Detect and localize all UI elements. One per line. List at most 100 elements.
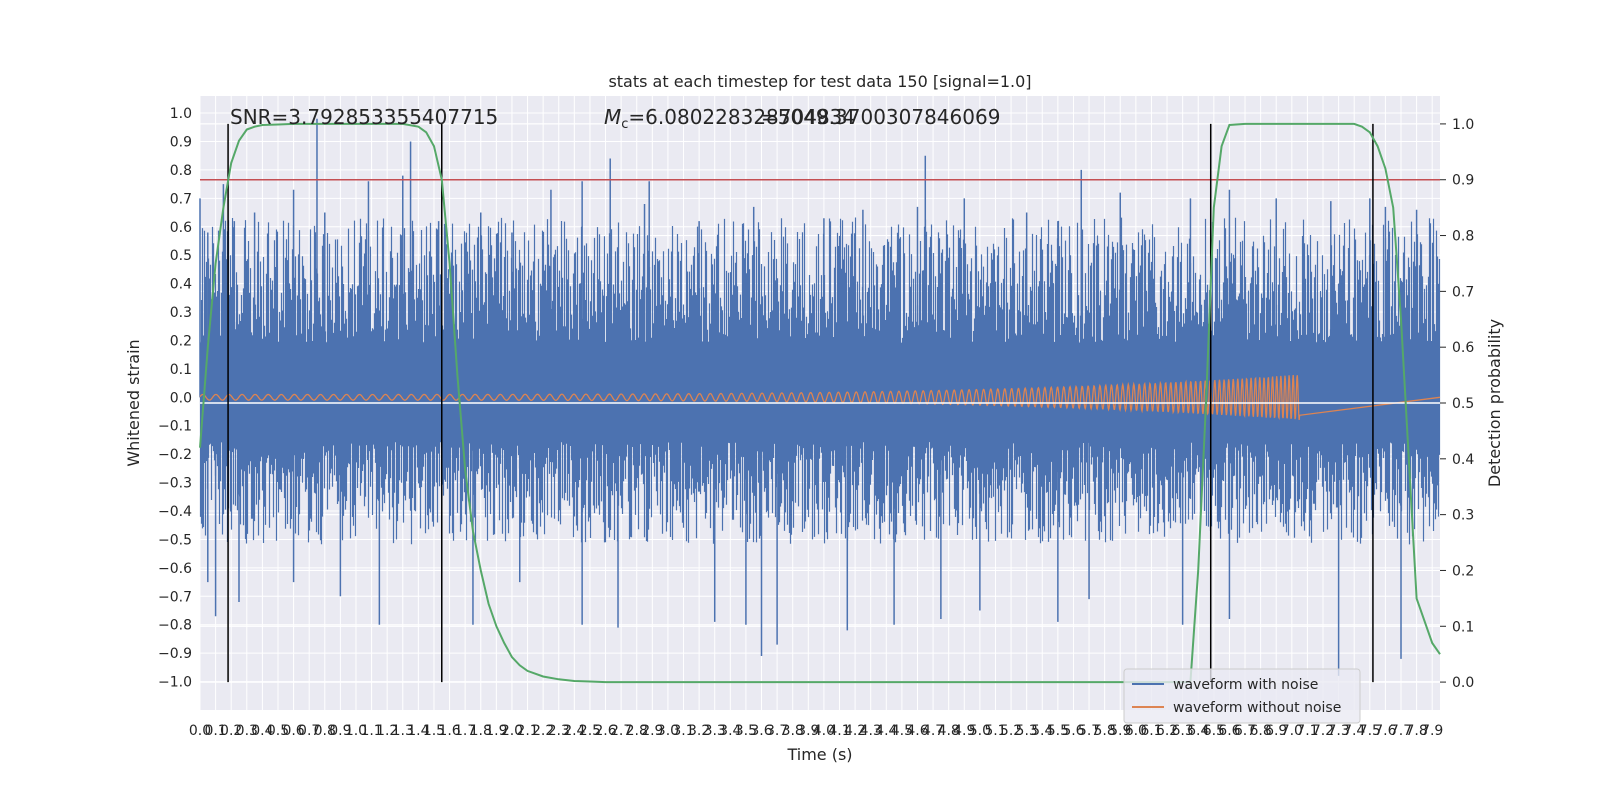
x-tick-label: 7.2 [1312, 723, 1334, 739]
y-axis-label: Whitened strain [124, 339, 143, 466]
waveform-without-noise-series [199, 375, 1441, 421]
y2-tick-label: 0.5 [1452, 396, 1474, 412]
x-tick-label: 7.8 [1405, 723, 1427, 739]
x-tick-label: 3.0 [657, 723, 679, 739]
y2-tick-label: 0.0 [1452, 675, 1474, 691]
y-tick-label: 0.2 [170, 333, 192, 349]
y2-tick-label: 0.8 [1452, 229, 1474, 245]
x-tick-label: 7.3 [1327, 723, 1349, 739]
x-tick-label: 3.6 [750, 723, 772, 739]
y-tick-label: 0.8 [170, 163, 192, 179]
x-tick-label: 1.6 [438, 723, 460, 739]
detection-probability-line [199, 122, 1441, 684]
x-tick-label: 2.6 [594, 723, 616, 739]
x-tick-label: 0.9 [329, 723, 351, 739]
y2-tick-label: 0.2 [1452, 563, 1474, 579]
x-tick-label: 6.8 [1249, 723, 1271, 739]
y-axis-ticks: −1.0 −0.9 −0.8 −0.7 −0.6 −0.5 −0.4 −0.3 −0.2 −0.1… [158, 106, 192, 691]
x-tick-label: 4.5 [891, 723, 913, 739]
x-tick-label: 0.1 [204, 723, 226, 739]
x-tick-label: 5.1 [984, 723, 1006, 739]
x-tick-label: 5.8 [1094, 723, 1116, 739]
x-tick-label: 0.6 [282, 723, 304, 739]
x-tick-label: 5.0 [969, 723, 991, 739]
detection-probability-series [199, 122, 1441, 684]
x-tick-label: 6.7 [1234, 723, 1256, 739]
clean-chirp-trace [199, 375, 1441, 421]
y-tick-label: 0.4 [170, 277, 192, 293]
x-axis-ticks: 0.00.10.20.30.40.50.60.70.80.91.01.11.21… [189, 723, 1443, 739]
x-tick-label: 4.7 [922, 723, 944, 739]
y-tick-label: 1.0 [170, 106, 192, 122]
y-tick-label: 0.7 [170, 191, 192, 207]
x-tick-label: 4.1 [828, 723, 850, 739]
waveform-with-noise-series [199, 118, 1441, 676]
x-tick-label: 5.5 [1047, 723, 1069, 739]
mc-annotation-text: Mc=6.080228328704834 [604, 105, 855, 132]
x-tick-label: 2.0 [501, 723, 523, 739]
x-tick-label: 6.0 [1125, 723, 1147, 739]
y-tick-label: −0.1 [158, 419, 192, 435]
x-tick-label: 1.0 [345, 723, 367, 739]
x-tick-label: 1.9 [485, 723, 507, 739]
x-tick-label: 6.5 [1203, 723, 1225, 739]
x-tick-label: 0.0 [189, 723, 211, 739]
y2-tick-label: 0.3 [1452, 508, 1474, 524]
y-tick-label: −0.9 [158, 646, 192, 662]
detection-markers [227, 123, 1374, 683]
x-tick-label: 6.6 [1218, 723, 1240, 739]
x-tick-label: 0.2 [220, 723, 242, 739]
snr-annotation: SNR=3.792853355407715 [230, 105, 498, 129]
x-tick-label: 2.9 [641, 723, 663, 739]
x-tick-label: 6.4 [1187, 723, 1209, 739]
x-tick-label: 1.3 [392, 723, 414, 739]
x-tick-label: 0.3 [236, 723, 258, 739]
mc-annotation-value: =6.080228328704834 [628, 105, 855, 129]
x-tick-label: 4.6 [906, 723, 928, 739]
y-tick-label: −0.3 [158, 476, 192, 492]
x-tick-label: 7.7 [1390, 723, 1412, 739]
x-tick-label: 4.3 [860, 723, 882, 739]
x-tick-label: 2.4 [563, 723, 585, 739]
x-tick-label: 7.5 [1359, 723, 1381, 739]
y-tick-label: −0.8 [158, 618, 192, 634]
x-axis-label: Time (s) [786, 745, 852, 764]
x-tick-label: 1.8 [470, 723, 492, 739]
x-tick-label: 0.4 [251, 723, 273, 739]
x-tick-label: 2.3 [548, 723, 570, 739]
x-tick-label: 4.4 [875, 723, 897, 739]
chart-title: stats at each timestep for test data 150… [608, 72, 1031, 91]
y2-tick-label: 0.4 [1452, 452, 1474, 468]
x-tick-label: 2.7 [610, 723, 632, 739]
x-tick-label: 0.8 [314, 723, 336, 739]
y-tick-label: −0.2 [158, 447, 192, 463]
y-tick-label: −1.0 [158, 675, 192, 691]
x-tick-label: 1.5 [423, 723, 445, 739]
x-tick-label: 2.1 [516, 723, 538, 739]
x-tick-label: 0.7 [298, 723, 320, 739]
x-tick-label: 3.5 [735, 723, 757, 739]
x-tick-label: 3.4 [719, 723, 741, 739]
x-tick-label: 1.1 [360, 723, 382, 739]
legend-box [1123, 668, 1361, 724]
x-tick-label: 5.3 [1016, 723, 1038, 739]
legend: waveform with noise waveform without noi… [1123, 668, 1361, 724]
x-tick-label: 7.0 [1281, 723, 1303, 739]
y-tick-label: 0.9 [170, 134, 192, 150]
y-tick-label: 0.6 [170, 220, 192, 236]
x-tick-label: 4.8 [938, 723, 960, 739]
x-tick-label: 1.2 [376, 723, 398, 739]
x-tick-label: 4.0 [813, 723, 835, 739]
y-tick-label: −0.5 [158, 532, 192, 548]
x-tick-label: 3.3 [704, 723, 726, 739]
x-tick-label: 5.9 [1109, 723, 1131, 739]
x-tick-label: 3.7 [766, 723, 788, 739]
x-tick-label: 6.3 [1172, 723, 1194, 739]
threshold-lines [200, 178, 1440, 404]
x-tick-label: 2.5 [579, 723, 601, 739]
x-tick-label: 6.1 [1140, 723, 1162, 739]
x-tick-label: 5.4 [1031, 723, 1053, 739]
x-tick-label: 3.1 [672, 723, 694, 739]
y-tick-label: 0.3 [170, 305, 192, 321]
